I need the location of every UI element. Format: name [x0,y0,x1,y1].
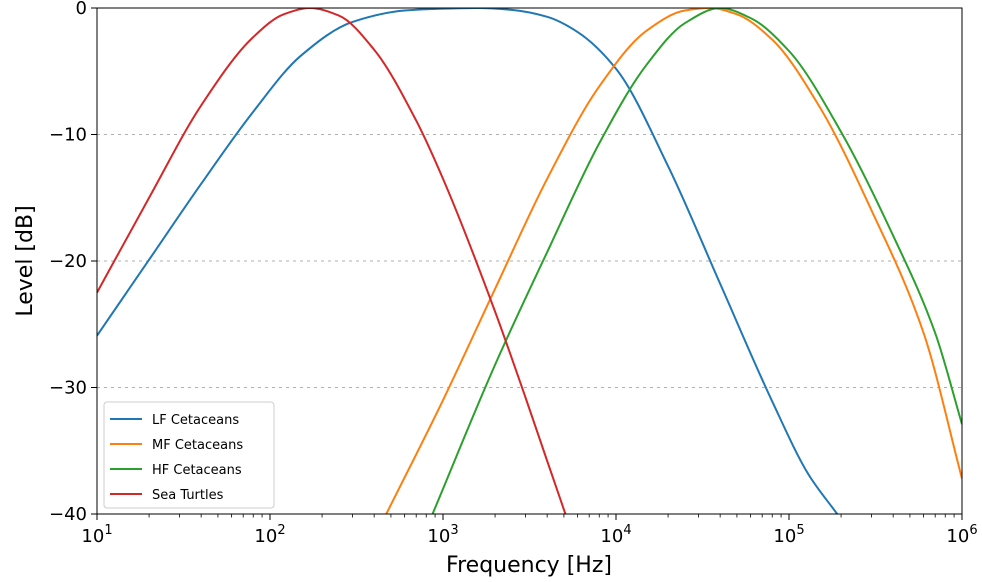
y-tick-label: −40 [49,504,87,525]
legend-label-mf-cetaceans: MF Cetaceans [152,438,243,453]
legend: LF Cetaceans MF Cetaceans HF Cetaceans Sea … [103,401,275,509]
legend-label-lf-cetaceans: LF Cetaceans [152,413,239,428]
x-tick-label: 106 [946,523,977,547]
x-tick-label: 103 [427,523,458,547]
x-tick-label: 102 [254,523,285,547]
series-line-sea-turtles [97,8,567,514]
y-tick-label: −30 [49,378,87,399]
y-tick-label: 0 [76,0,87,19]
x-axis-label: Frequency [Hz] [446,553,612,578]
x-tick-label: 101 [81,523,112,547]
y-axis-label: Level [dB] [13,205,38,316]
y-tick-label: −10 [49,125,87,146]
series-line-lf-cetaceans [97,8,839,514]
x-tick-label: 105 [773,523,804,547]
x-tick-label: 104 [600,523,631,547]
y-tick-label: −20 [49,251,87,272]
legend-label-hf-cetaceans: HF Cetaceans [152,463,242,478]
series-line-mf-cetaceans [385,8,962,514]
axis-ticks [91,7,963,520]
legend-box [103,401,275,509]
legend-label-sea-turtles: Sea Turtles [152,488,224,503]
